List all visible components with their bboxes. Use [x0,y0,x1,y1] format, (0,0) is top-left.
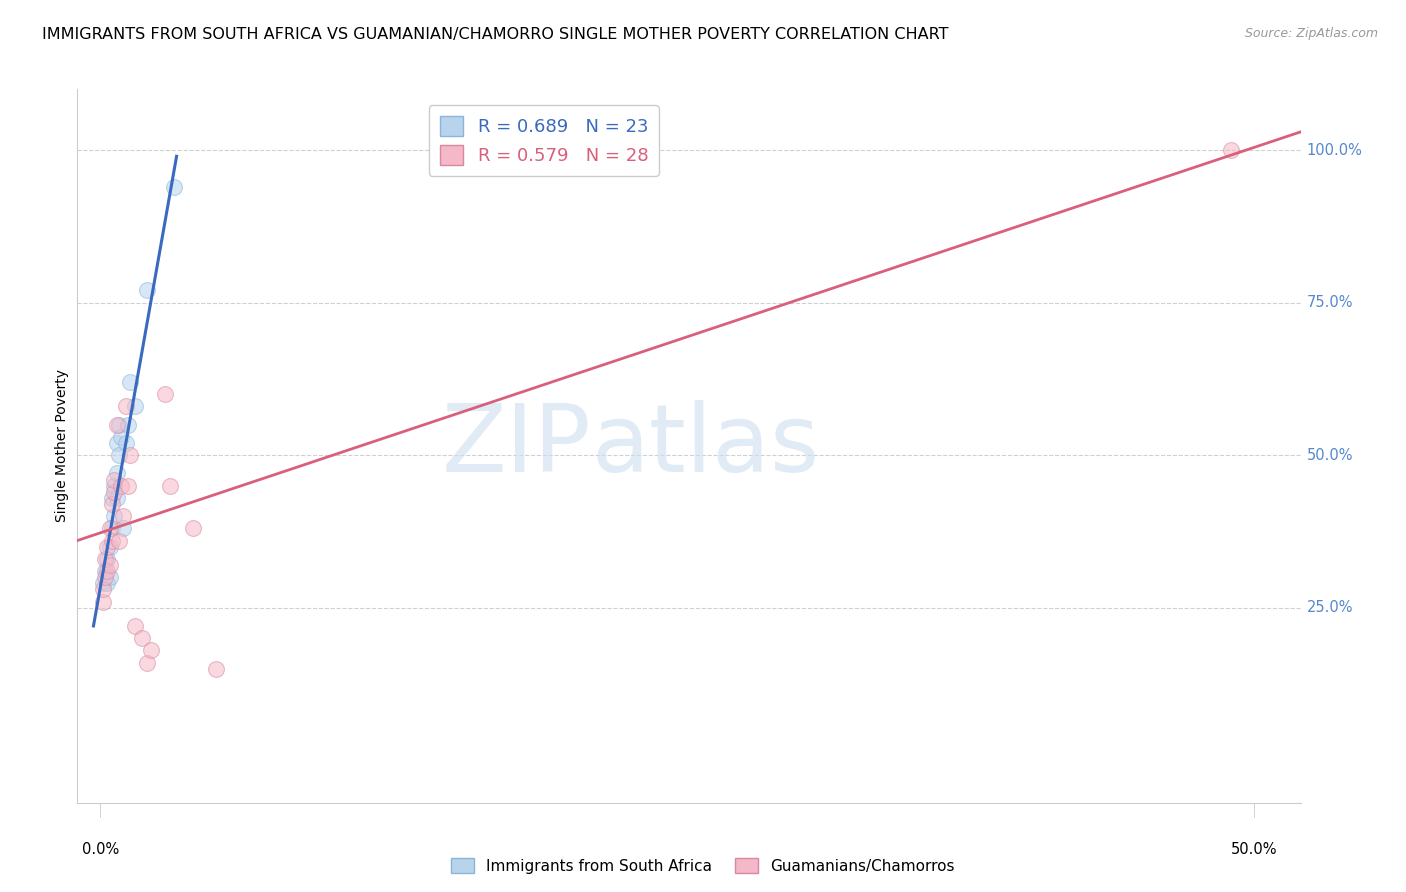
Y-axis label: Single Mother Poverty: Single Mother Poverty [55,369,69,523]
Point [114,400,136,414]
Point [117,417,139,432]
Text: 0.0%: 0.0% [82,842,120,857]
Point [114,436,136,450]
Point [135,284,157,298]
Text: ZIP: ZIP [441,400,591,492]
Text: 75.0%: 75.0% [1306,295,1353,310]
Point [94,570,117,584]
Point [135,656,157,670]
Point [103,509,125,524]
Point [101,491,124,505]
Legend: R = 0.689   N = 23, R = 0.579   N = 28: R = 0.689 N = 23, R = 0.579 N = 28 [429,105,659,176]
Point [96,564,118,578]
Point [110,430,132,444]
Point [101,533,124,548]
Point [105,417,128,432]
Point [120,375,142,389]
Point [91,576,114,591]
Point [153,387,176,401]
Point [163,179,186,194]
Point [1220,143,1243,157]
Point [108,417,131,432]
Point [98,570,121,584]
Point [105,491,128,505]
Point [98,540,121,554]
Point [103,478,125,492]
Text: IMMIGRANTS FROM SOUTH AFRICA VS GUAMANIAN/CHAMORRO SINGLE MOTHER POVERTY CORRELA: IMMIGRANTS FROM SOUTH AFRICA VS GUAMANIA… [42,27,949,42]
Point [91,582,114,597]
Point [98,558,121,572]
Text: 50.0%: 50.0% [1232,842,1278,857]
Text: 50.0%: 50.0% [1306,448,1353,463]
Point [204,662,226,676]
Point [110,478,132,492]
Point [112,509,135,524]
Point [96,551,118,566]
Point [112,521,135,535]
Point [124,400,146,414]
Text: atlas: atlas [591,400,820,492]
Text: 25.0%: 25.0% [1306,600,1353,615]
Point [131,631,153,645]
Point [94,551,117,566]
Point [96,540,118,554]
Legend: Immigrants from South Africa, Guamanians/Chamorros: Immigrants from South Africa, Guamanians… [446,852,960,880]
Point [98,521,121,535]
Point [94,564,117,578]
Point [108,533,131,548]
Point [96,576,118,591]
Point [181,521,204,535]
Text: 100.0%: 100.0% [1306,143,1362,158]
Point [101,497,124,511]
Point [91,594,114,608]
Point [105,436,128,450]
Point [141,643,163,657]
Point [105,467,128,481]
Text: Source: ZipAtlas.com: Source: ZipAtlas.com [1244,27,1378,40]
Point [124,619,146,633]
Point [101,521,124,535]
Point [103,473,125,487]
Point [120,448,142,462]
Point [103,484,125,499]
Point [108,448,131,462]
Point [159,478,181,492]
Point [117,478,139,492]
